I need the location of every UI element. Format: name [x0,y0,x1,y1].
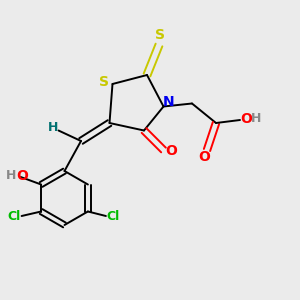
Text: Cl: Cl [8,210,21,224]
Text: N: N [163,95,175,109]
Text: O: O [165,144,177,158]
Text: O: O [241,112,253,126]
Text: H: H [48,121,58,134]
Text: Cl: Cl [107,210,120,224]
Text: S: S [99,75,109,88]
Text: S: S [155,28,166,42]
Text: O: O [16,169,28,183]
Text: H: H [6,169,16,182]
Text: O: O [198,150,210,164]
Text: H: H [251,112,261,125]
